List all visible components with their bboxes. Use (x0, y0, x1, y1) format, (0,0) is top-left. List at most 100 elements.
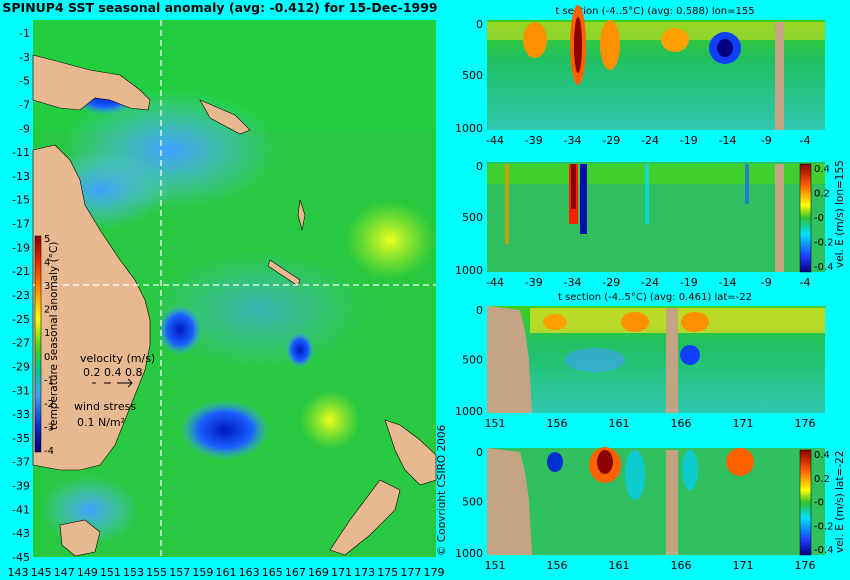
lat-tick-label: -21 (12, 265, 30, 278)
x-tick-label: -39 (525, 134, 543, 147)
colorbar-tick-label: 3 (44, 281, 50, 292)
x-tick-label: -44 (486, 276, 504, 289)
lat-tick-label: -23 (12, 289, 30, 302)
lat-tick-label: -19 (12, 241, 30, 254)
lat-tick-label: -37 (12, 456, 30, 469)
colorbar-tick-label: 4 (44, 258, 50, 269)
lon-tick-label: 171 (331, 566, 352, 579)
section-land (775, 164, 784, 272)
x-tick-label: -14 (719, 134, 737, 147)
y-tick-label: 0 (476, 160, 483, 173)
colorbar-tick-label: 5 (44, 234, 50, 245)
x-tick-label: -24 (641, 134, 659, 147)
land-new-zealand-north (384, 419, 437, 486)
lon-tick-label: 163 (239, 566, 260, 579)
section-panels: t section (-4..5°C) (avg: 0.588) lon=155… (455, 5, 846, 572)
colorbar-tick-label: -4 (44, 446, 54, 457)
lon-tick-label: 179 (424, 566, 445, 579)
lat-tick-label: -35 (12, 432, 30, 445)
lat-tick-label: -33 (12, 408, 30, 421)
panel1-title: t section (-4..5°C) (avg: 0.588) lon=155 (555, 6, 754, 17)
section-land (666, 450, 678, 555)
land-solomon-islands (199, 99, 251, 135)
x-tick-label: 166 (671, 559, 692, 572)
y-tick-label: 500 (462, 354, 483, 367)
y-tick-label: 0 (476, 18, 483, 31)
x-tick-label: 171 (733, 559, 754, 572)
y-tick-label: 1000 (455, 547, 483, 560)
lon-tick-label: 153 (123, 566, 144, 579)
lon-tick-labels: 143 145 147 149 151 153 155 157 159 161 163 165 167 1… (8, 566, 445, 579)
lon-tick-label: 175 (377, 566, 398, 579)
lat-tick-label: -45 (12, 551, 30, 564)
anomaly-blob (565, 348, 625, 372)
lat-tick-label: -7 (19, 98, 30, 111)
anomaly-patch (180, 400, 270, 460)
lon-tick-label: 145 (31, 566, 52, 579)
anomaly-blob (717, 39, 733, 57)
anomaly-blob (574, 17, 582, 73)
lon-tick-label: 157 (169, 566, 190, 579)
y-tick-label: 1000 (455, 264, 483, 277)
x-tick-label: 156 (547, 559, 568, 572)
lat-tick-label: -5 (19, 75, 30, 88)
lon-tick-label: 143 (8, 566, 29, 579)
anomaly-blob (600, 20, 620, 70)
x-tick-label: 176 (795, 559, 816, 572)
x-tick-label: -39 (525, 276, 543, 289)
shallow-band (487, 164, 825, 184)
wind-legend-label: wind stress (74, 400, 136, 413)
x-tick-label: 166 (671, 417, 692, 430)
anomaly-patch (150, 250, 370, 370)
velocity-core (645, 164, 649, 224)
anomaly-blob (543, 314, 567, 330)
y-tick-label: 0 (476, 304, 483, 317)
x-tick-label: 151 (485, 559, 506, 572)
x-tick-label: -19 (680, 134, 698, 147)
copyright-text: © Copyright CSIRO 2006 (436, 424, 445, 556)
lat-tick-label: -29 (12, 360, 30, 373)
velocity-core (726, 448, 754, 476)
lat-tick-label: -43 (12, 527, 30, 540)
x-tick-label: -9 (761, 276, 772, 289)
x-tick-label: -29 (602, 134, 620, 147)
lon-tick-label: 159 (192, 566, 213, 579)
velocity-colorbar (799, 449, 812, 556)
lat-tick-label: -41 (12, 503, 30, 516)
lat-tick-label: -17 (12, 218, 30, 231)
x-tick-label: -34 (564, 134, 582, 147)
colorbar-tick-label: 0.2 (814, 474, 830, 485)
x-tick-label: -19 (680, 276, 698, 289)
velocity-colorbar (799, 163, 812, 273)
lon-tick-label: 169 (308, 566, 329, 579)
lat-tick-label: -15 (12, 194, 30, 207)
colorbar-tick-label: 0.4 (814, 164, 830, 175)
panel4-colorbar-label: vel. E (m/s) lat=-22 (834, 451, 846, 553)
land-new-zealand-south (329, 479, 401, 556)
x-tick-label: -4 (800, 134, 811, 147)
velocity-legend-arrows (92, 378, 133, 388)
colorbar-tick-label: 2 (44, 305, 50, 316)
anomaly-patch (286, 332, 314, 368)
x-tick-label: -29 (602, 276, 620, 289)
y-tick-label: 500 (462, 496, 483, 509)
velocity-core (580, 164, 587, 234)
lat-tick-label: -39 (12, 480, 30, 493)
colorbar-tick-label: -3 (44, 422, 54, 433)
colorbar-tick-label: -0.4 (814, 545, 834, 556)
colorbar-tick-label: -0 (814, 498, 824, 509)
colorbar-tick-label: -0.4 (814, 262, 834, 273)
lon-tick-label: 149 (77, 566, 98, 579)
colorbar-tick-label: 0.4 (814, 450, 830, 461)
anomaly-patch (158, 305, 202, 355)
lon-tick-label: 155 (146, 566, 167, 579)
anomaly-patch (300, 390, 360, 450)
panel3-title: t section (-4..5°C) (avg: 0.461) lat=-22 (558, 292, 752, 303)
colorbar-tick-label: -1 (44, 375, 54, 386)
lat-tick-label: -3 (19, 51, 30, 64)
y-tick-label: 0 (476, 446, 483, 459)
panel2-colorbar-label: vel. E (m/s) lon=155 (834, 160, 846, 268)
colorbar-tick-label: -0.2 (814, 238, 834, 249)
section-land (487, 448, 532, 555)
velocity-core (745, 164, 749, 204)
